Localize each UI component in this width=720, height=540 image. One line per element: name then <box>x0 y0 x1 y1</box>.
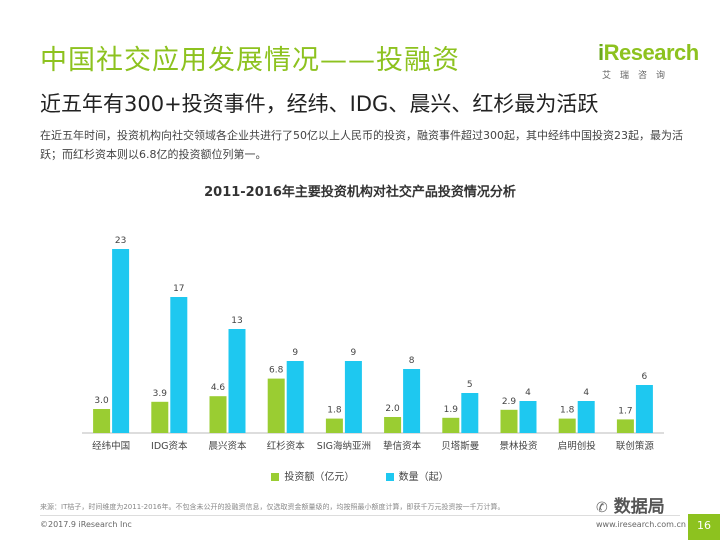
x-tick-label-9: 联创策源 <box>616 440 655 452</box>
wechat-icon: ✆ <box>596 500 608 516</box>
x-tick-label-4: SIG海纳亚洲 <box>317 440 371 452</box>
bar-amount-9 <box>616 419 634 433</box>
chart-title: 2011-2016年主要投资机构对社交产品投资情况分析 <box>204 185 516 200</box>
data-label-amount-8: 1.8 <box>560 406 575 416</box>
legend-item-amount: 投资额（亿元） <box>271 468 354 483</box>
copyright: ©2017.9 iResearch Inc <box>40 520 132 529</box>
legend-item-count: 数量（起） <box>385 468 449 483</box>
data-label-amount-4: 1.8 <box>327 406 342 416</box>
bar-count-3 <box>286 361 304 433</box>
x-tick-label-1: IDG资本 <box>151 440 188 452</box>
bar-amount-0 <box>93 409 111 433</box>
data-label-amount-9: 1.7 <box>618 406 632 416</box>
chart-legend: 投资额（亿元） 数量（起） <box>0 468 720 483</box>
data-label-amount-3: 6.8 <box>269 366 284 376</box>
data-label-amount-0: 3.0 <box>94 396 109 406</box>
bar-amount-4 <box>325 418 343 433</box>
bar-amount-6 <box>442 417 460 433</box>
x-tick-label-2: 晨兴资本 <box>208 440 247 452</box>
footer-divider <box>40 515 680 516</box>
page-number: 16 <box>688 514 720 540</box>
logo-prefix: i <box>598 40 604 65</box>
bar-count-7 <box>519 401 537 433</box>
x-tick-label-8: 启明创投 <box>558 440 597 452</box>
bar-amount-1 <box>151 401 169 433</box>
page-description: 在近五年时间，投资机构向社交领域各企业共进行了50亿以上人民币的投资，融资事件超… <box>40 129 683 161</box>
x-tick-label-0: 经纬中国 <box>92 440 130 452</box>
logo-name: Research <box>603 40 700 65</box>
data-label-amount-6: 1.9 <box>444 405 459 415</box>
data-label-amount-7: 2.9 <box>502 397 517 407</box>
legend-label-count: 数量（起） <box>398 472 449 483</box>
data-label-count-7: 4 <box>525 388 531 398</box>
bar-amount-7 <box>500 409 518 433</box>
data-label-count-5: 8 <box>409 356 415 366</box>
data-label-count-4: 9 <box>351 348 357 358</box>
data-label-count-9: 6 <box>642 372 648 382</box>
data-label-amount-1: 3.9 <box>153 389 168 399</box>
bar-amount-3 <box>267 378 285 433</box>
source-note: 来源：IT桔子，时间维度为2011-2016年。不包含未公开的投融资信息，仅选取… <box>40 503 505 511</box>
x-tick-label-3: 红杉资本 <box>267 440 306 452</box>
data-label-count-2: 13 <box>231 316 242 326</box>
bar-count-8 <box>577 401 595 433</box>
data-label-amount-5: 2.0 <box>385 404 400 414</box>
bar-count-5 <box>403 369 421 433</box>
bar-count-6 <box>461 393 479 433</box>
legend-swatch-amount <box>271 473 280 481</box>
iresearch-logo: iResearch 艾瑞咨询 <box>598 40 699 81</box>
bar-count-9 <box>635 385 653 433</box>
logo-wordmark: iResearch <box>598 40 699 66</box>
watermark-text: 数据局 <box>613 497 665 517</box>
watermark: ✆ 数据局 <box>596 492 665 517</box>
data-label-count-1: 17 <box>173 284 184 294</box>
x-tick-label-7: 景林投资 <box>499 440 538 452</box>
x-tick-label-5: 挚信资本 <box>383 440 422 452</box>
bar-count-0 <box>112 249 130 433</box>
legend-label-amount: 投资额（亿元） <box>284 472 355 483</box>
legend-swatch-count <box>385 473 394 481</box>
data-label-count-0: 23 <box>115 236 126 246</box>
x-tick-label-6: 贝塔斯曼 <box>441 440 480 452</box>
data-label-count-8: 4 <box>583 388 589 398</box>
logo-subtitle: 艾瑞咨询 <box>602 71 675 81</box>
page-subtitle: 近五年有300+投资事件，经纬、IDG、晨兴、红杉最为活跃 <box>40 92 599 116</box>
website-link[interactable]: www.iresearch.com.cn <box>596 520 686 529</box>
bar-count-4 <box>344 361 362 433</box>
data-label-count-6: 5 <box>467 380 473 390</box>
data-label-amount-2: 4.6 <box>211 383 226 393</box>
bar-count-2 <box>228 329 246 433</box>
bar-amount-2 <box>209 396 227 433</box>
data-label-count-3: 9 <box>292 348 298 358</box>
bar-amount-8 <box>558 418 576 433</box>
bar-count-1 <box>170 297 188 433</box>
bar-amount-5 <box>384 417 402 433</box>
page-title: 中国社交应用发展情况——投融资 <box>40 45 460 76</box>
